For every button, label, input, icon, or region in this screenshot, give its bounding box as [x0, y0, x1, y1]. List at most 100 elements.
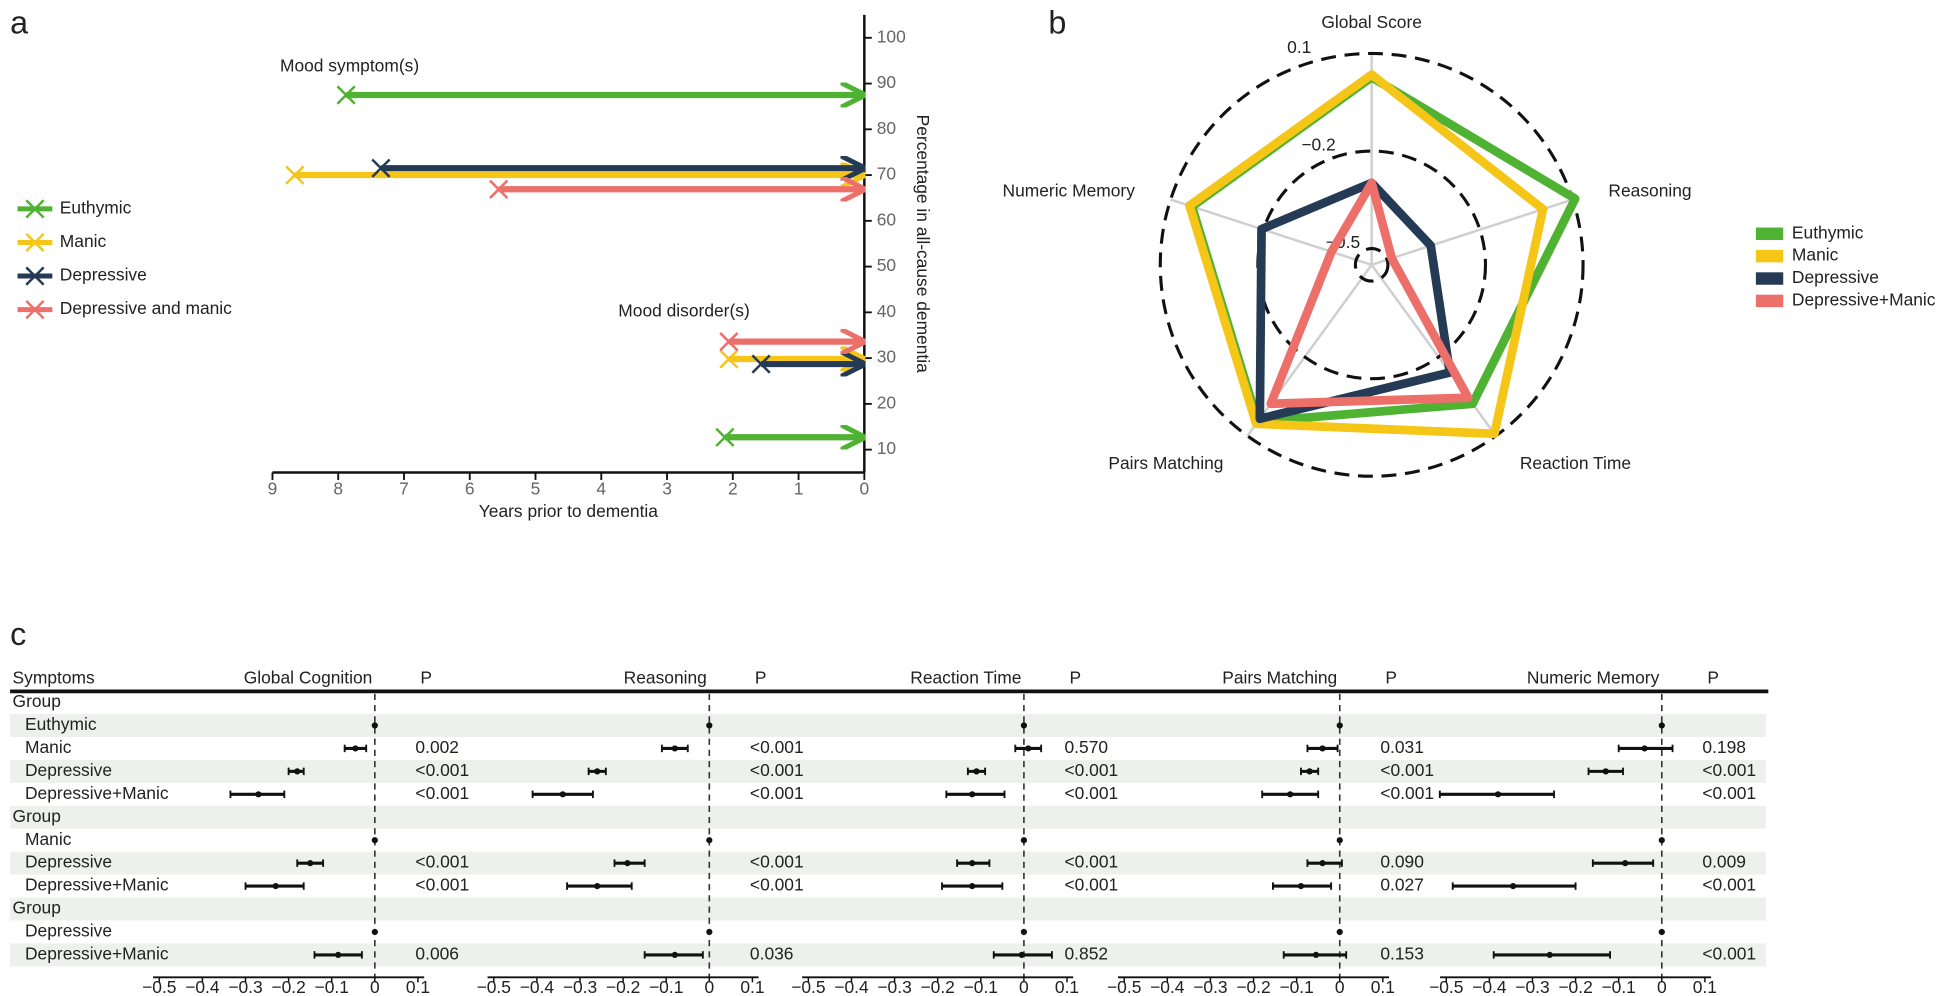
- p-value: 0.036: [750, 943, 794, 963]
- p-value: 0.198: [1702, 737, 1746, 757]
- estimate-point: [1020, 837, 1028, 844]
- p-value: 0.009: [1702, 852, 1746, 872]
- estimate-point: [1494, 791, 1502, 798]
- estimate-point: [1658, 928, 1665, 936]
- x-tick-label: −0.1: [649, 977, 683, 996]
- p-value: <0.001: [750, 737, 804, 757]
- x-tick-label: −0.2: [1558, 977, 1592, 996]
- estimate-point: [1312, 951, 1320, 959]
- x-tick-label: −0.1: [315, 977, 349, 996]
- legend-label: Depressive+Manic: [1792, 290, 1936, 310]
- row-label: Depressive: [25, 852, 112, 872]
- axis-label: Reaction Time: [1520, 453, 1631, 473]
- p-title: P: [755, 668, 767, 688]
- panel-label: a: [10, 4, 28, 40]
- axis-label: Pairs Matching: [1108, 453, 1223, 473]
- estimate-point: [969, 882, 976, 890]
- p-value: 0.006: [415, 943, 459, 963]
- legend-swatch: [1755, 227, 1784, 240]
- x-tick-label: −0.2: [1236, 977, 1270, 996]
- x-tick-label: 6: [465, 479, 475, 499]
- axis-label: Global Score: [1321, 12, 1422, 32]
- x-tick-label: −0.3: [1193, 977, 1227, 996]
- estimate-point: [1622, 860, 1629, 867]
- x-tick-label: 0: [1019, 977, 1029, 996]
- spoke: [1370, 264, 1497, 437]
- x-tick-label: 0.1: [1055, 977, 1079, 996]
- column-title: Pairs Matching: [1222, 668, 1337, 688]
- row-label: Euthymic: [25, 714, 97, 734]
- start-marker: [719, 349, 739, 369]
- x-tick-label: 2: [728, 479, 738, 499]
- estimate-point: [1658, 837, 1665, 844]
- y-tick-label: 50: [877, 255, 896, 275]
- start-marker: [285, 165, 305, 185]
- x-tick-label: −0.3: [563, 977, 597, 996]
- estimate-point: [1658, 722, 1665, 729]
- p-value: 0.090: [1380, 852, 1424, 872]
- x-tick-label: −0.5: [1429, 977, 1463, 996]
- radar-line: [1255, 178, 1455, 424]
- estimate-point: [1641, 745, 1648, 752]
- estimate-point: [1020, 928, 1028, 936]
- p-value: <0.001: [1065, 875, 1119, 895]
- legend-marker: [25, 300, 45, 320]
- y-tick-label: 100: [877, 26, 906, 46]
- radar-line: [1266, 178, 1473, 409]
- x-tick-label: 0: [1657, 977, 1667, 996]
- y-tick-label: 80: [877, 118, 896, 138]
- annotation: Mood disorder(s): [618, 301, 749, 321]
- column-title: Reaction Time: [910, 668, 1021, 688]
- p-title: P: [420, 668, 432, 688]
- radar-line: [1185, 70, 1548, 439]
- p-value: <0.001: [750, 852, 804, 872]
- legend-label: Depressive: [60, 265, 147, 285]
- x-tick-label: −0.5: [142, 977, 176, 996]
- x-tick-label: −0.3: [877, 977, 911, 996]
- estimate-point: [1336, 722, 1343, 729]
- p-value: <0.001: [415, 783, 469, 803]
- p-value: <0.001: [415, 760, 469, 780]
- row-label: Depressive+Manic: [25, 943, 169, 963]
- p-value: <0.001: [750, 875, 804, 895]
- x-tick-label: −0.5: [1107, 977, 1141, 996]
- estimate-point: [706, 837, 713, 844]
- start-marker: [751, 354, 771, 374]
- axis-label: Reasoning: [1608, 181, 1691, 201]
- p-value: 0.002: [415, 737, 459, 757]
- axis-label: Numeric Memory: [1003, 181, 1136, 201]
- row-label: Group: [13, 806, 61, 826]
- p-value: <0.001: [750, 783, 804, 803]
- x-tick-label: −0.2: [606, 977, 640, 996]
- row-label: Depressive: [25, 921, 112, 941]
- row-shade: [10, 805, 1766, 829]
- legend-marker: [25, 266, 45, 286]
- estimate-point: [671, 951, 678, 959]
- legend-label: Manic: [60, 231, 107, 251]
- row-label: Manic: [25, 829, 72, 849]
- x-tick-label: 0: [704, 977, 714, 996]
- estimate-point: [1025, 745, 1032, 752]
- p-value: <0.001: [1380, 760, 1434, 780]
- x-tick-label: −0.1: [1602, 977, 1636, 996]
- estimate-point: [973, 768, 980, 775]
- p-value: 0.031: [1380, 737, 1424, 757]
- estimate-point: [594, 768, 601, 775]
- row-shade: [10, 897, 1766, 921]
- y-tick-label: 40: [877, 301, 896, 321]
- y-tick-label: 70: [877, 164, 896, 184]
- estimate-point: [559, 791, 566, 798]
- row-label: Group: [13, 898, 61, 918]
- estimate-point: [1319, 745, 1326, 752]
- y-tick-label: 60: [877, 209, 896, 229]
- p-value: <0.001: [415, 875, 469, 895]
- radar-line: [1187, 72, 1580, 427]
- estimate-point: [969, 791, 976, 798]
- x-tick-label: 0: [859, 479, 869, 499]
- estimate-point: [594, 882, 601, 890]
- y-tick-label: 90: [877, 72, 896, 92]
- p-value: <0.001: [1702, 943, 1756, 963]
- p-value: <0.001: [415, 852, 469, 872]
- estimate-point: [1287, 791, 1294, 798]
